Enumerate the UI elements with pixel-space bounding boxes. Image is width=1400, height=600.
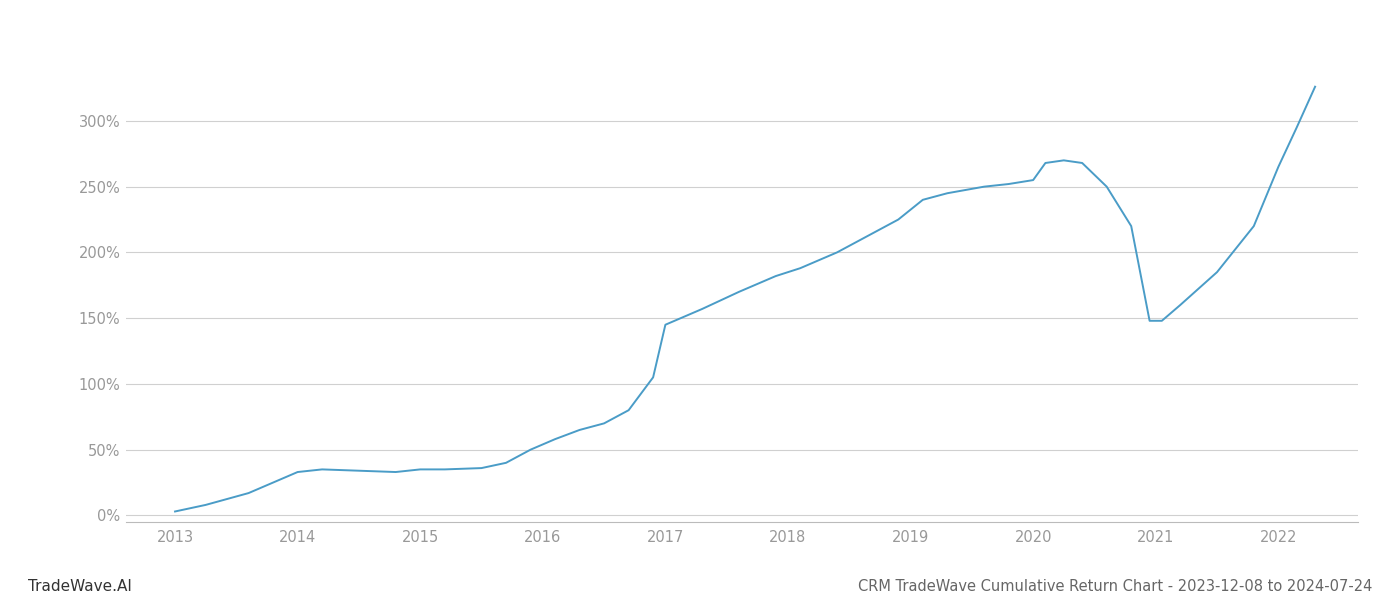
Text: TradeWave.AI: TradeWave.AI: [28, 579, 132, 594]
Text: CRM TradeWave Cumulative Return Chart - 2023-12-08 to 2024-07-24: CRM TradeWave Cumulative Return Chart - …: [858, 579, 1372, 594]
